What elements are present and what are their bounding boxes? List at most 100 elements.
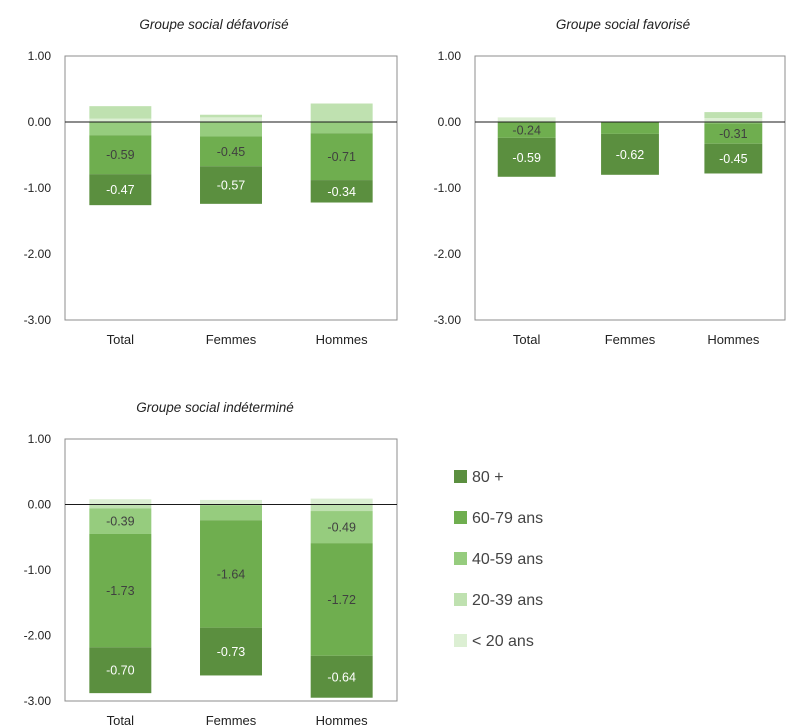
bar-segment <box>200 136 262 167</box>
bar-segment <box>704 122 763 124</box>
data-label: -0.62 <box>616 148 645 162</box>
bar-segment <box>310 133 373 181</box>
y-tick-label: 1.00 <box>438 49 462 63</box>
legend-label: 60-79 ans <box>472 510 543 527</box>
legend-label: < 20 ans <box>472 633 534 650</box>
bar-segment <box>310 122 373 134</box>
chart-favorise: Groupe social favorisé 1.00 0.00 -1.00 -2.0… <box>434 17 786 347</box>
y-tick-label: 0.00 <box>438 115 462 129</box>
bar-segment <box>89 122 152 136</box>
plot-frame <box>64 55 398 321</box>
bar-segment <box>89 508 152 534</box>
y-tick-label: 0.00 <box>28 115 52 129</box>
bar-segment <box>200 520 262 628</box>
legend-swatch <box>454 552 467 565</box>
y-tick-label: -2.00 <box>24 629 52 643</box>
data-label: -0.49 <box>327 521 356 535</box>
y-tick-label: -2.00 <box>24 247 52 261</box>
chart-defavorise: Groupe social défavorisé 1.00 0.00 -1.00 -2… <box>24 17 398 347</box>
legend-swatch <box>454 634 467 647</box>
chart-title: Groupe social favorisé <box>556 17 690 32</box>
bar-segment <box>89 118 152 122</box>
bar-segment <box>200 114 262 118</box>
data-label: -0.47 <box>106 183 135 197</box>
legend-label: 80 + <box>472 469 504 486</box>
data-label: -1.64 <box>217 567 246 581</box>
bar-segment <box>89 647 152 694</box>
data-label: -0.34 <box>327 185 356 199</box>
bar-segment <box>310 543 373 656</box>
y-tick-label: -1.00 <box>24 563 52 577</box>
y-tick-label: 1.00 <box>28 432 52 446</box>
data-label: -0.71 <box>327 150 356 164</box>
data-label: -0.39 <box>106 515 135 529</box>
bar-segment <box>89 533 152 648</box>
category-label: Hommes <box>707 332 760 347</box>
category-label: Total <box>107 332 135 347</box>
y-tick-label: 1.00 <box>28 49 52 63</box>
bar-segment <box>704 118 763 122</box>
category-label: Total <box>107 713 135 728</box>
y-tick-label: -1.00 <box>434 181 462 195</box>
legend-swatch <box>454 511 467 524</box>
y-tick-label: -3.00 <box>24 694 52 708</box>
bar-segment <box>704 112 763 119</box>
data-label: -0.57 <box>217 179 246 193</box>
category-label: Femmes <box>206 713 257 728</box>
data-label: -0.31 <box>719 127 748 141</box>
y-tick-label: -3.00 <box>24 313 52 327</box>
y-tick-label: -1.00 <box>24 181 52 195</box>
chart-title: Groupe social défavorisé <box>139 17 288 32</box>
category-label: Hommes <box>316 713 369 728</box>
bar-segment <box>310 498 373 505</box>
bar-segment <box>89 174 152 206</box>
y-tick-label: 0.00 <box>28 498 52 512</box>
bar-segment <box>200 166 262 204</box>
bar-segment <box>310 180 373 203</box>
category-label: Femmes <box>605 332 656 347</box>
category-label: Femmes <box>206 332 257 347</box>
bar-segment <box>310 504 373 512</box>
legend-label: 20-39 ans <box>472 592 543 609</box>
bar-segment <box>704 143 763 174</box>
bar-segment <box>89 504 152 509</box>
chart-title: Groupe social indéterminé <box>136 400 294 415</box>
bar-segment <box>310 103 373 122</box>
bar-segment <box>89 106 152 119</box>
bar-segment <box>601 133 659 175</box>
y-tick-label: -3.00 <box>434 313 462 327</box>
category-label: Total <box>513 332 541 347</box>
legend-swatch <box>454 470 467 483</box>
bar-segment <box>89 499 152 505</box>
legend-swatch <box>454 593 467 606</box>
plot-frame <box>474 55 786 321</box>
bar-segment <box>200 627 262 676</box>
plot-frame <box>64 438 398 702</box>
bar-segment <box>200 122 262 137</box>
bar-segment <box>200 505 262 521</box>
bar-segment <box>497 117 556 122</box>
data-label: -1.72 <box>327 593 356 607</box>
data-label: -0.45 <box>719 152 748 166</box>
data-label: -0.73 <box>217 645 246 659</box>
data-label: -1.73 <box>106 584 135 598</box>
bar-segment <box>200 117 262 122</box>
data-label: -0.59 <box>106 148 135 162</box>
data-label: -0.45 <box>217 145 246 159</box>
legend-label: 40-59 ans <box>472 551 543 568</box>
bar-segment <box>200 499 262 505</box>
data-label: -0.70 <box>106 664 135 678</box>
legend: 80 + 60-79 ans 40-59 ans 20-39 ans < 20 ans <box>454 469 543 650</box>
data-label: -0.64 <box>327 670 356 684</box>
data-label: -0.24 <box>512 123 541 137</box>
bar-segment <box>310 655 373 698</box>
bar-segment <box>704 123 763 144</box>
bar-segment <box>601 122 659 134</box>
data-label: -0.59 <box>512 151 541 165</box>
y-tick-label: -2.00 <box>434 247 462 261</box>
bar-segment <box>310 511 373 544</box>
bar-segment <box>497 137 556 177</box>
bar-segment <box>497 122 556 138</box>
bar-segment <box>89 135 152 175</box>
